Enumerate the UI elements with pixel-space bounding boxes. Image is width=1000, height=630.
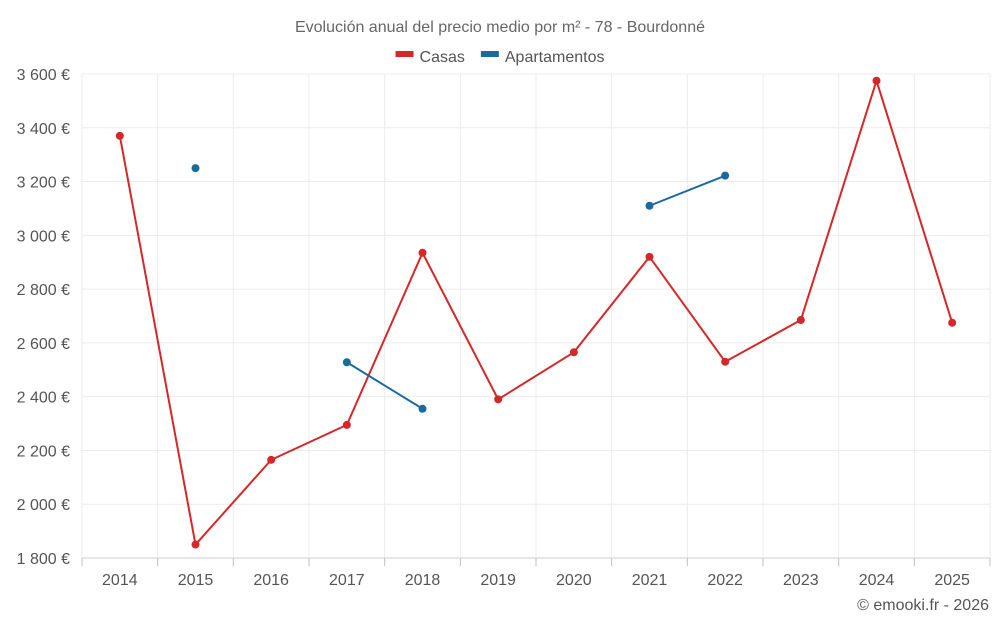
y-axis: 1 800 € 2 000 € 2 200 € 2 400 € 2 600 € 2 800… (17, 67, 70, 568)
data-point-apartamentos (721, 171, 730, 180)
x-tick-label: 2014 (102, 572, 138, 589)
legend-swatch-casas (395, 51, 414, 57)
data-point-casas (796, 316, 805, 325)
chart-title: Evolución anual del precio medio por m² … (295, 19, 705, 36)
data-point-casas (645, 252, 654, 261)
series-line-apartamentos (346, 361, 424, 410)
x-tick-label: 2022 (707, 572, 743, 589)
grid (81, 73, 991, 559)
y-tick-label: 3 400 € (17, 121, 70, 138)
series-line-apartamentos (649, 174, 726, 207)
data-point-apartamentos (342, 358, 351, 367)
y-tick-label: 2 800 € (17, 282, 70, 299)
data-point-casas (191, 540, 200, 549)
x-tick-label: 2023 (783, 572, 819, 589)
y-tick-label: 3 000 € (17, 228, 70, 245)
data-point-casas (418, 248, 427, 257)
x-tick-label: 2025 (934, 572, 970, 589)
x-tick-label: 2021 (632, 572, 668, 589)
data-point-casas (494, 395, 503, 404)
footer-credit: © emooki.fr - 2026 (857, 597, 989, 614)
legend-item-apartamentos: Apartamentos (480, 49, 605, 66)
data-point-apartamentos (645, 201, 654, 210)
x-tick-label: 2016 (253, 572, 289, 589)
data-point-apartamentos (191, 164, 200, 173)
x-axis: 2014 2015 2016 2017 2018 2019 2020 2021 2022 2023… (81, 558, 991, 589)
x-tick-label: 2015 (178, 572, 214, 589)
legend-label-apartamentos: Apartamentos (505, 49, 605, 66)
data-point-casas (721, 357, 730, 366)
data-point-casas (267, 455, 276, 464)
y-tick-label: 2 600 € (17, 336, 70, 353)
legend-item-casas: Casas (395, 49, 465, 66)
y-tick-label: 2 200 € (17, 443, 70, 460)
legend: Casas Apartamentos (395, 49, 605, 66)
y-tick-label: 3 600 € (17, 67, 70, 84)
legend-label-casas: Casas (420, 49, 465, 66)
data-point-casas (342, 420, 351, 429)
data-point-casas (115, 131, 124, 140)
x-tick-label: 2019 (480, 572, 516, 589)
x-tick-label: 2017 (329, 572, 365, 589)
x-tick-label: 2018 (405, 572, 441, 589)
data-point-casas (948, 318, 957, 327)
data-point-casas (569, 348, 578, 357)
data-point-casas (872, 76, 881, 85)
data-point-apartamentos (418, 404, 427, 413)
y-tick-label: 1 800 € (17, 551, 70, 568)
x-tick-label: 2024 (859, 572, 895, 589)
series-layer (115, 76, 957, 549)
y-tick-label: 2 000 € (17, 497, 70, 514)
series-line-casas (118, 79, 954, 546)
y-tick-label: 3 200 € (17, 175, 70, 192)
x-tick-label: 2020 (556, 572, 592, 589)
legend-swatch-apartamentos (480, 51, 499, 57)
y-tick-label: 2 400 € (17, 390, 70, 407)
